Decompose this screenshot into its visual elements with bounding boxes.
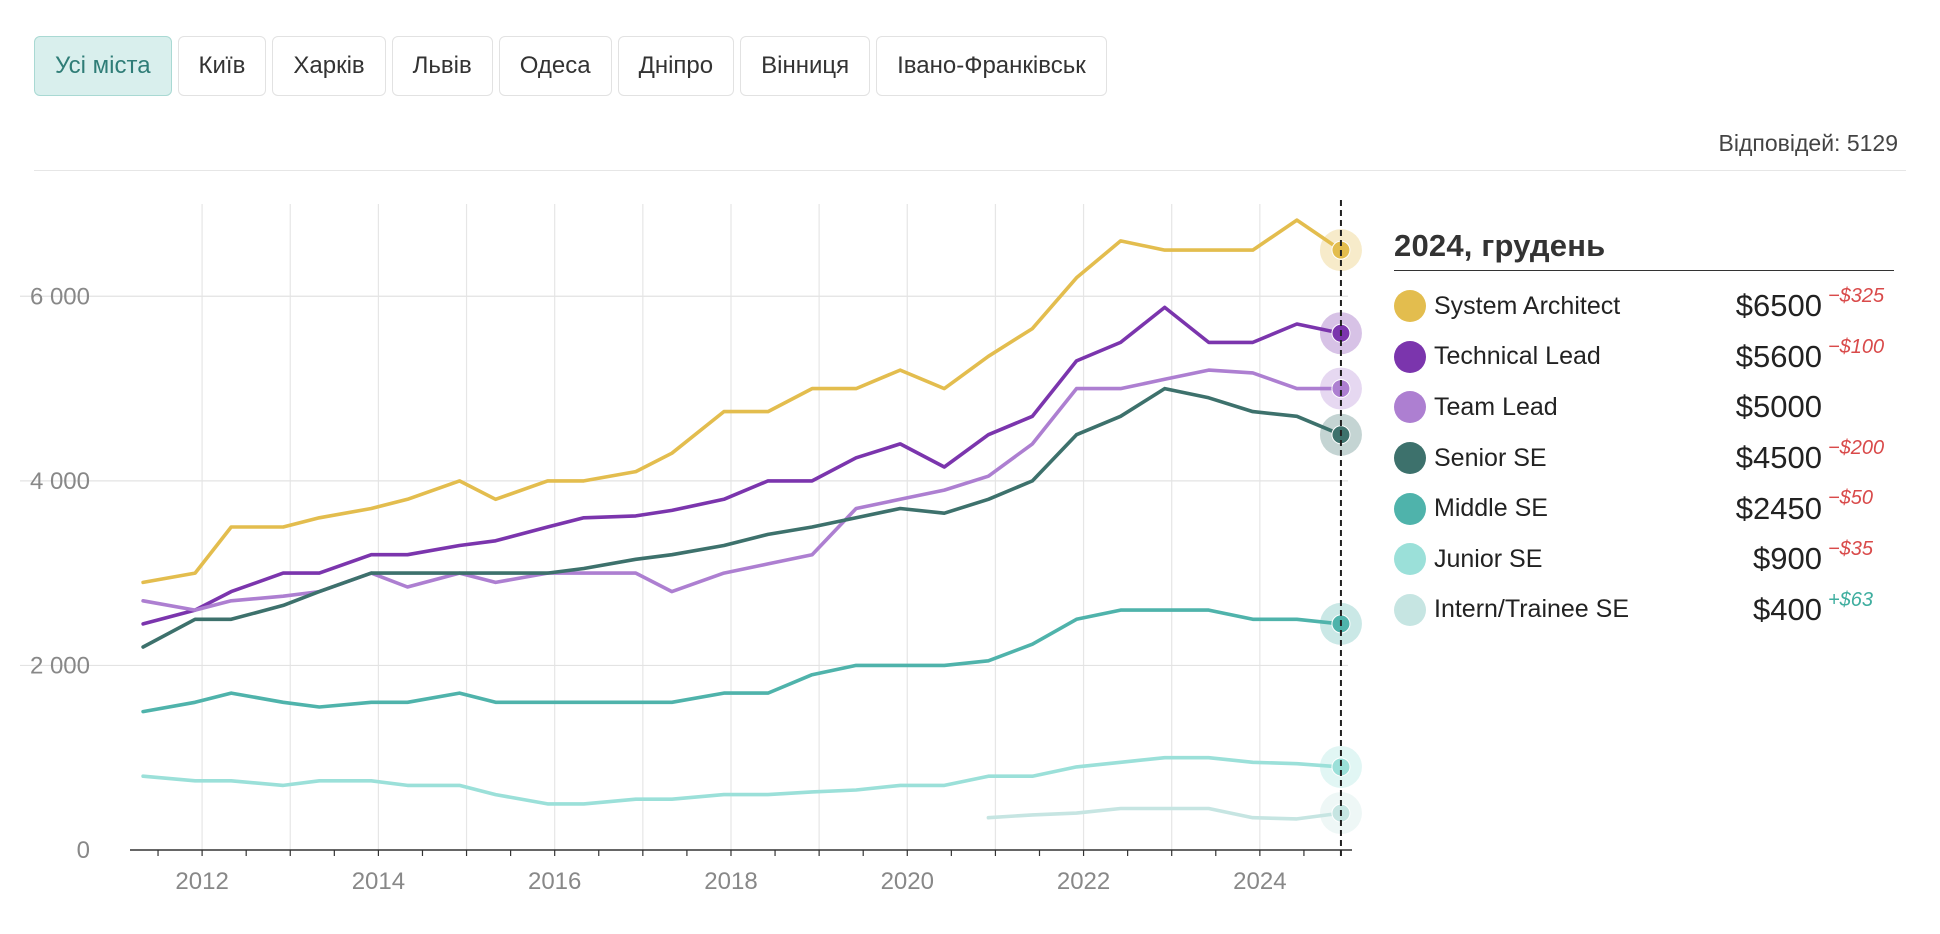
legend-item-value: $400 (1753, 591, 1822, 627)
x-tick-label: 2022 (1057, 868, 1110, 895)
legend-item: Team Lead $5000 (1394, 382, 1894, 433)
legend-title: 2024, грудень (1394, 228, 1894, 271)
legend-item: Senior SE $4500 −$200 (1394, 433, 1894, 484)
x-tick-label: 2014 (352, 868, 405, 895)
chart-grid (20, 204, 1348, 850)
legend-item: Technical Lead $5600 −$100 (1394, 332, 1894, 383)
series-line (986, 806, 1343, 821)
chart-axes: 0 2 000 4 000 6 000 2012 2014 2016 2018 2020 2022… (30, 200, 1352, 895)
legend-item-name: Senior SE (1434, 443, 1547, 472)
legend-item: System Architect $6500 −$325 (1394, 281, 1894, 332)
legend-item-name: Team Lead (1434, 392, 1558, 421)
x-tick-label: 2024 (1233, 868, 1286, 895)
legend-item-value: $4500 (1735, 440, 1822, 476)
series-line (141, 755, 1343, 806)
tab-lviv[interactable]: Львів (391, 36, 493, 96)
legend-item-value: $5600 (1735, 338, 1822, 374)
tab-all-cities[interactable]: Усі міста (34, 36, 172, 96)
x-tick-label: 2018 (704, 868, 757, 895)
x-tick-label: 2016 (528, 868, 581, 895)
tab-kharkiv[interactable]: Харків (272, 36, 386, 96)
tab-kyiv[interactable]: Київ (177, 36, 267, 96)
legend-item-change: −$35 (1828, 537, 1874, 560)
legend-item-name: Middle SE (1434, 494, 1548, 523)
y-tick-label: 6 000 (30, 283, 90, 310)
y-tick-label: 2 000 (30, 652, 90, 679)
legend-item: Middle SE $2450 −$50 (1394, 483, 1894, 534)
legend-color-dot (1394, 543, 1426, 576)
series-line (141, 608, 1343, 714)
chart-series (141, 218, 1343, 821)
series-line (141, 218, 1343, 585)
y-tick-label: 4 000 (30, 468, 90, 495)
legend-item-value: $5000 (1735, 389, 1822, 425)
legend-color-dot (1394, 593, 1426, 626)
legend-item: Junior SE $900 −$35 (1394, 534, 1894, 585)
legend-color-dot (1394, 290, 1426, 323)
legend-item-value: $2450 (1735, 490, 1822, 526)
legend-item-value: $900 (1753, 541, 1822, 577)
legend-item-change: +$63 (1828, 588, 1874, 611)
legend-color-dot (1394, 492, 1426, 525)
legend-color-dot (1394, 340, 1426, 373)
tab-dnipro[interactable]: Дніпро (617, 36, 735, 96)
series-marker (1331, 379, 1351, 399)
legend-item-change: −$100 (1828, 335, 1885, 358)
legend-item: Intern/Trainee SE $400 +$63 (1394, 585, 1894, 636)
legend-color-dot (1394, 442, 1426, 475)
x-tick-label: 2012 (175, 868, 228, 895)
tab-vinnytsia[interactable]: Вінниця (740, 36, 871, 96)
responses-count: Відповідей: 5129 (1718, 130, 1898, 156)
legend-item-change: −$50 (1828, 487, 1874, 510)
legend-item-name: Intern/Trainee SE (1434, 595, 1630, 624)
legend-color-dot (1394, 391, 1426, 424)
city-tabs: Усі міста Київ Харків Львів Одеса Дніпро… (34, 36, 1107, 96)
legend-item-name: Junior SE (1434, 544, 1543, 573)
header-divider (34, 170, 1906, 171)
x-tick-label: 2020 (881, 868, 934, 895)
legend-item-change: −$325 (1828, 285, 1885, 307)
legend-item-name: System Architect (1434, 291, 1621, 320)
y-tick-label: 0 (77, 837, 90, 864)
legend-item-change: −$200 (1828, 436, 1885, 459)
chart-markers (1319, 229, 1362, 835)
series-line (141, 305, 1343, 626)
legend-panel: 2024, грудень System Architect $6500 −$325… (1394, 228, 1894, 635)
series-line (141, 386, 1343, 649)
tab-odesa[interactable]: Одеса (498, 36, 612, 96)
legend-item-name: Technical Lead (1434, 342, 1601, 371)
tab-ivano-frankivsk[interactable]: Івано-Франківськ (876, 36, 1107, 96)
legend-item-value: $6500 (1735, 288, 1822, 324)
